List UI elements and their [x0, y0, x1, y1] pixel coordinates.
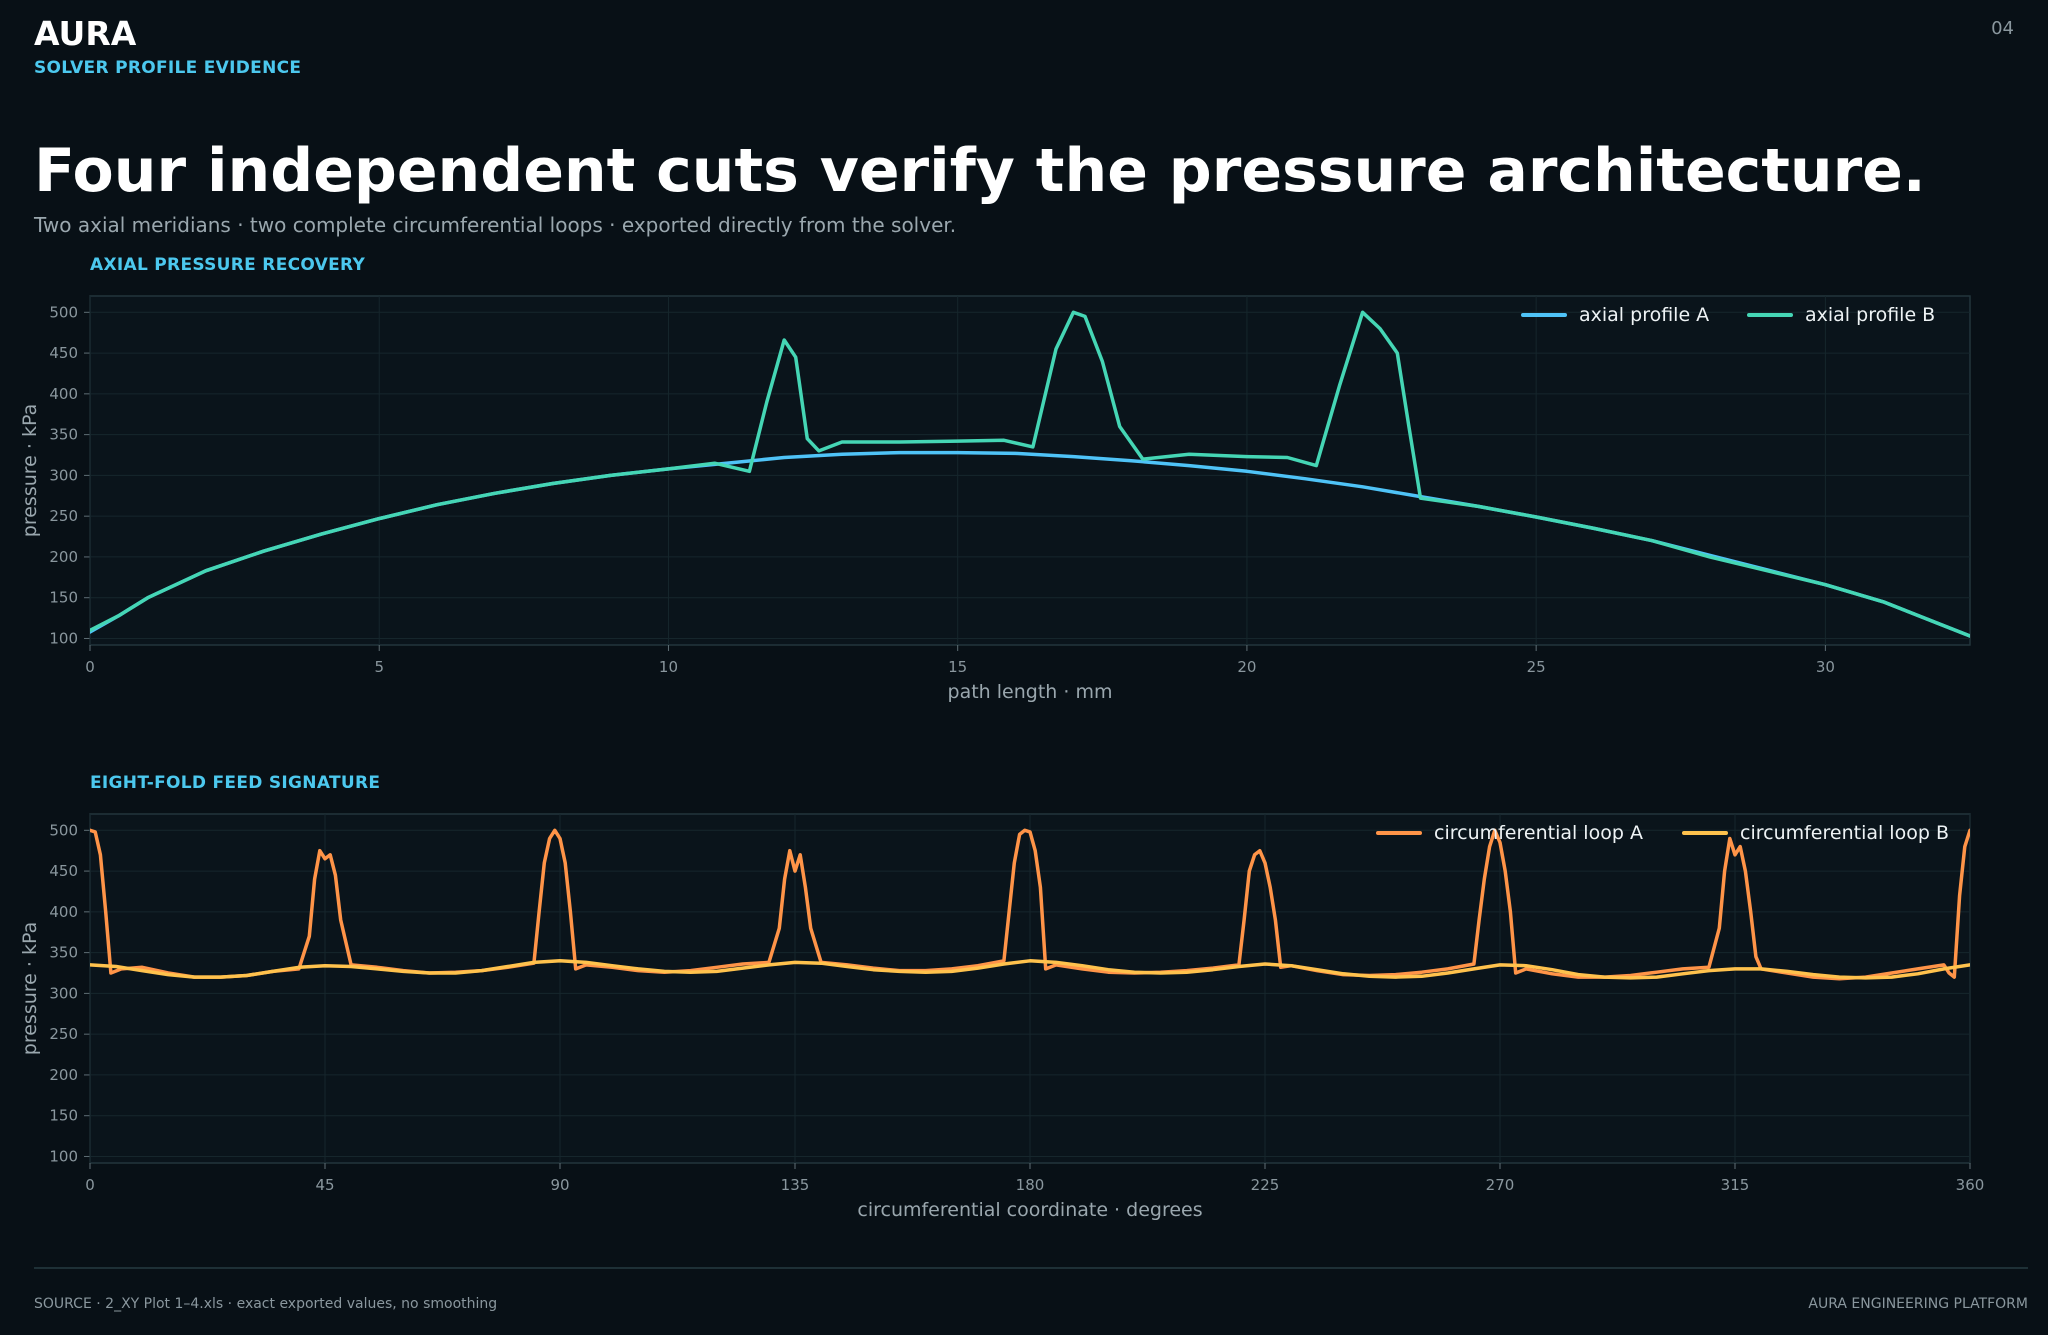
y-tick-label: 150 [49, 589, 78, 607]
y-tick-label: 150 [49, 1107, 78, 1125]
y-tick-label: 100 [49, 629, 78, 647]
y-tick-label: 350 [49, 944, 78, 962]
page-title: Four independent cuts verify the pressur… [34, 136, 1926, 206]
page-subtitle: Two axial meridians · two complete circu… [34, 213, 957, 237]
x-tick-label: 0 [85, 658, 95, 676]
feed-signature-chart: 100 150 200 250 300 350 400 450 500 0 45 90 135 180 22… [19, 813, 1985, 1221]
x-axis-label: circumferential coordinate · degrees [857, 1199, 1202, 1221]
y-tick-label: 500 [49, 821, 78, 839]
x-tick-label: 30 [1816, 658, 1835, 676]
brand-logo: AURA [34, 14, 137, 53]
footer-platform: AURA ENGINEERING PLATFORM [1808, 1296, 2028, 1312]
legend-label: axial profile A [1579, 304, 1709, 326]
y-tick-label: 450 [49, 344, 78, 362]
x-tick-label: 10 [659, 658, 678, 676]
y-tick-label: 350 [49, 426, 78, 444]
x-axis-label: path length · mm [948, 681, 1113, 703]
x-tick-label: 15 [948, 658, 967, 676]
page-number: 04 [1991, 18, 2014, 39]
series-line-b [90, 310, 1970, 638]
legend-label: circumferential loop B [1740, 822, 1949, 844]
y-tick-label: 400 [49, 903, 78, 921]
x-tick-label: 5 [374, 658, 384, 676]
y-axis-label: pressure · kPa [19, 922, 41, 1055]
x-tick-label: 20 [1237, 658, 1256, 676]
y-tick-label: 200 [49, 1066, 78, 1084]
axial-panel-title: AXIAL PRESSURE RECOVERY [90, 255, 366, 275]
legend-label: axial profile B [1805, 304, 1935, 326]
y-tick-label: 500 [49, 303, 78, 321]
y-tick-label: 450 [49, 862, 78, 880]
x-tick-label: 135 [781, 1176, 810, 1194]
plot-area [89, 295, 1971, 646]
x-tick-label: 360 [1956, 1176, 1985, 1194]
series-line-b [90, 959, 1970, 980]
y-tick-label: 250 [49, 507, 78, 525]
x-tick-label: 315 [1721, 1176, 1750, 1194]
axial-pressure-chart: 100 150 200 250 300 350 400 450 500 0 5 10 15 20 25 30 p… [19, 295, 1971, 703]
y-tick-label: 300 [49, 466, 78, 484]
x-tick-label: 180 [1016, 1176, 1045, 1194]
footer-source: SOURCE · 2_XY Plot 1–4.xls · exact expor… [34, 1296, 498, 1312]
x-tick-label: 0 [85, 1176, 95, 1194]
feed-panel-title: EIGHT-FOLD FEED SIGNATURE [90, 773, 381, 793]
x-tick-label: 25 [1527, 658, 1546, 676]
footer-divider [34, 1267, 2028, 1269]
y-tick-label: 250 [49, 1025, 78, 1043]
y-tick-label: 400 [49, 385, 78, 403]
y-tick-label: 300 [49, 984, 78, 1002]
section-tag: SOLVER PROFILE EVIDENCE [34, 58, 302, 78]
x-tick-label: 270 [1486, 1176, 1515, 1194]
x-tick-label: 225 [1251, 1176, 1280, 1194]
y-tick-label: 200 [49, 548, 78, 566]
x-tick-label: 90 [550, 1176, 569, 1194]
y-axis-label: pressure · kPa [19, 404, 41, 537]
x-tick-label: 45 [315, 1176, 334, 1194]
y-tick-label: 100 [49, 1147, 78, 1165]
legend-label: circumferential loop A [1434, 822, 1643, 844]
